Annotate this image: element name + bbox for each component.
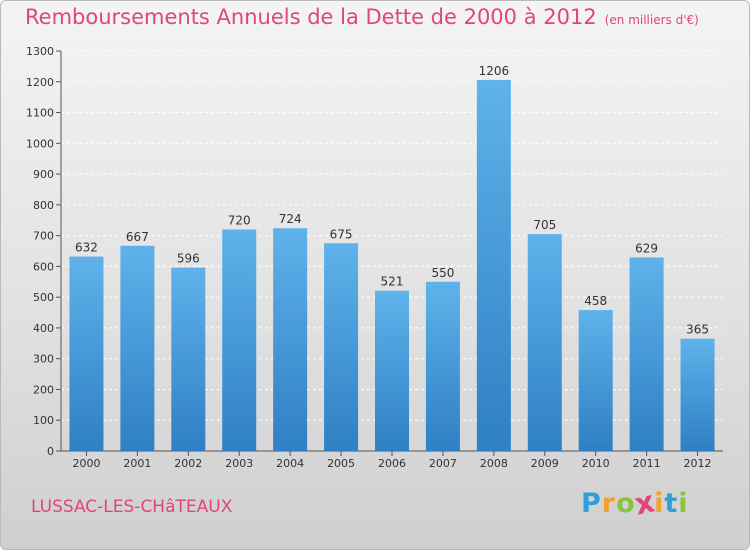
y-tick-label: 1000 <box>26 137 54 150</box>
y-tick-label: 200 <box>33 383 54 396</box>
logo-letter: P <box>581 488 602 519</box>
x-tick-label: 2003 <box>225 457 253 470</box>
bar <box>425 281 460 451</box>
bar <box>171 267 206 451</box>
y-tick-label: 1300 <box>26 45 54 58</box>
logo-letter: i <box>678 488 689 519</box>
bar <box>680 338 715 451</box>
bar-value-label: 550 <box>431 266 454 280</box>
bar-value-label: 667 <box>126 230 149 244</box>
x-tick-label: 2001 <box>123 457 151 470</box>
bar <box>476 79 511 451</box>
chart-title: Remboursements Annuels de la Dette de 20… <box>25 5 597 29</box>
bar <box>273 228 308 451</box>
logo-letter: o <box>616 488 636 519</box>
town-name: LUSSAC-LES-CHâTEAUX <box>31 497 233 517</box>
y-tick-label: 0 <box>47 445 54 458</box>
x-tick-label: 2007 <box>429 457 457 470</box>
bar <box>578 310 613 451</box>
x-tick-label: 2012 <box>684 457 712 470</box>
bar <box>324 243 359 451</box>
bar <box>120 245 155 451</box>
bars <box>69 79 715 451</box>
proxiti-logo: Proxiti <box>581 485 689 523</box>
bar <box>69 256 104 451</box>
logo-letter: t <box>664 488 679 519</box>
chart-subtitle: (en milliers d'€) <box>604 13 699 27</box>
x-tick-label: 2009 <box>531 457 559 470</box>
bar-value-label: 720 <box>228 213 251 227</box>
bar <box>527 234 562 451</box>
bar-value-label: 632 <box>75 241 98 255</box>
y-tick-label: 400 <box>33 322 54 335</box>
x-tick-label: 2002 <box>174 457 202 470</box>
x-tick-label: 2004 <box>276 457 304 470</box>
x-tick-label: 2006 <box>378 457 406 470</box>
y-tick-label: 100 <box>33 414 54 427</box>
x-tick-label: 2011 <box>633 457 661 470</box>
bar-value-label: 1206 <box>479 64 510 78</box>
bar <box>222 229 257 451</box>
x-tick-label: 2010 <box>582 457 610 470</box>
bar-value-label: 705 <box>533 218 556 232</box>
labels: 0 100 200 300 400 500 600 700 800 900 1000 1100 1200… <box>26 45 712 470</box>
y-tick-label: 1100 <box>26 107 54 120</box>
bar-value-label: 629 <box>635 241 658 255</box>
bar-value-label: 596 <box>177 252 200 266</box>
bar-value-label: 458 <box>584 294 607 308</box>
y-tick-label: 300 <box>33 353 54 366</box>
y-tick-label: 600 <box>33 260 54 273</box>
bar-value-label: 675 <box>330 227 353 241</box>
logo-letter: r <box>601 488 617 519</box>
y-tick-label: 900 <box>33 168 54 181</box>
y-tick-label: 800 <box>33 199 54 212</box>
x-tick-label: 2005 <box>327 457 355 470</box>
bar <box>375 290 409 451</box>
bar-value-label: 724 <box>279 212 302 226</box>
bar-value-label: 365 <box>686 323 709 337</box>
x-tick-label: 2008 <box>480 457 508 470</box>
logo-letter: i <box>654 488 665 519</box>
bar <box>629 257 664 451</box>
y-tick-label: 1200 <box>26 76 54 89</box>
x-tick-label: 2000 <box>72 457 100 470</box>
chart-title-block: Remboursements Annuels de la Dette de 20… <box>25 5 699 29</box>
y-tick-label: 700 <box>33 230 54 243</box>
y-tick-label: 500 <box>33 291 54 304</box>
bar-value-label: 521 <box>381 275 404 289</box>
